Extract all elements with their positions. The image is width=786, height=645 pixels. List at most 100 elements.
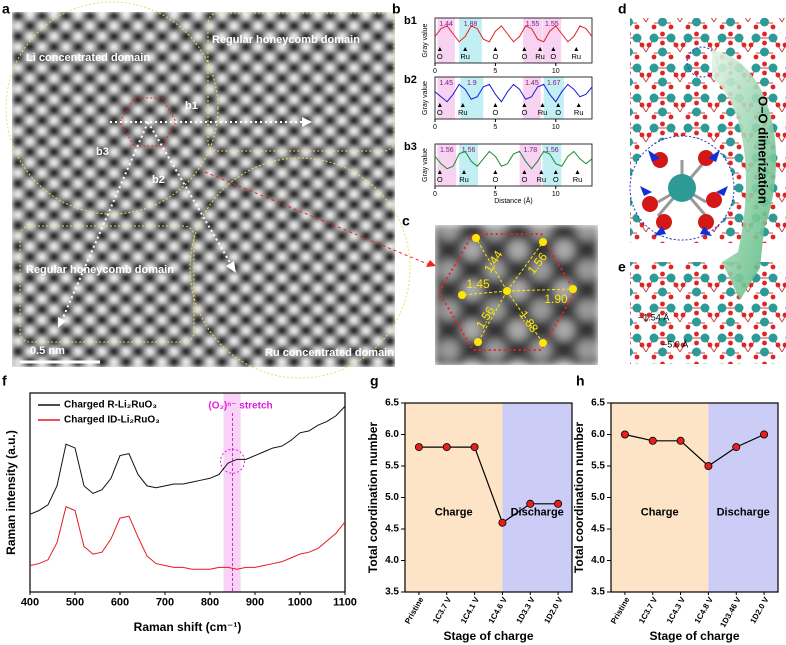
atom-label: Ru [572, 52, 582, 61]
band-label: 1.55 [545, 21, 559, 28]
x-axis-label: Raman shift (cm⁻¹) [134, 620, 242, 634]
annotation: (O₂)ⁿ⁻ stretch [208, 401, 272, 412]
band-label: 1.9 [467, 80, 477, 87]
stem-image [12, 12, 395, 367]
y-tick-label: 4.0 [385, 555, 399, 566]
series-line [418, 446, 559, 524]
atom-marker [493, 103, 498, 107]
x-tick-label: 1C4.3 V [665, 595, 688, 625]
band [523, 18, 542, 63]
y-tick-label: 6.0 [591, 429, 605, 440]
y-axis-label: Gray value [422, 81, 429, 115]
panel-label: c [402, 213, 410, 229]
y-tick-label: 6.5 [385, 398, 399, 409]
domain-outline [5, 1, 219, 215]
x-tick-label: 10 [552, 191, 560, 198]
y-tick-label: 3.5 [385, 587, 399, 598]
x-tick-label: 900 [246, 597, 264, 609]
y-tick-label: 5.0 [591, 492, 605, 503]
atom-marker [522, 103, 527, 107]
x-tick-label: 800 [201, 597, 219, 609]
band [519, 144, 542, 186]
series-line [29, 506, 346, 570]
series-line [624, 433, 765, 467]
crystal-structure [630, 262, 786, 364]
x-tick-label: 0 [433, 68, 437, 75]
subtitle: b1 [404, 15, 417, 27]
atom-marker [437, 103, 442, 107]
y-axis-label: Raman intensity (a.u.) [4, 430, 18, 555]
marker [760, 430, 769, 439]
atom-label: O [437, 175, 443, 184]
atom-label: O [521, 108, 527, 117]
subtitle: b2 [404, 74, 417, 86]
inset-ruthenium [668, 174, 696, 202]
domain-outline [189, 157, 411, 379]
marker [442, 443, 451, 452]
y-tick-label: 5.5 [385, 461, 399, 472]
atom-label: O [550, 52, 556, 61]
x-tick-label: 600 [111, 597, 129, 609]
x-tick-label: 5 [493, 68, 497, 75]
band [437, 144, 457, 186]
region [405, 403, 503, 592]
direction-label: b1 [185, 100, 198, 112]
y-tick-label: 4.5 [591, 524, 605, 535]
band [459, 18, 482, 63]
scale-label: 0.5 nm [30, 345, 65, 357]
atom-marker [556, 103, 561, 107]
region [708, 403, 778, 592]
band [437, 77, 455, 119]
zoom-arrow [426, 260, 436, 267]
atom-label: O [437, 52, 443, 61]
atom-label: O [437, 108, 443, 117]
band-label: 1.44 [439, 21, 453, 28]
atom-marker [522, 170, 527, 174]
panel-label: e [618, 259, 626, 275]
x-tick-label: 1D3.46 V [718, 595, 743, 629]
band [542, 144, 562, 186]
distance-label: ~1.54 Å [638, 312, 669, 322]
x-tick-label: 700 [156, 597, 174, 609]
marker [414, 443, 423, 452]
atom-label: O [492, 52, 498, 61]
region-label: Charge [641, 507, 679, 519]
x-tick-label: 1C4.8 V [693, 595, 716, 625]
region [502, 403, 572, 592]
y-axis-label: Gray value [422, 23, 429, 57]
x-tick-label: 400 [21, 597, 39, 609]
series-line [434, 25, 593, 43]
panel-label: b [392, 1, 401, 17]
atom-label: Ru [536, 175, 546, 184]
atom-marker [463, 47, 468, 51]
distance-label: 1.45 [466, 277, 490, 291]
domain-label: Li concentrated domain [26, 52, 150, 64]
annotation-circle [220, 448, 245, 474]
atom-marker [460, 103, 465, 107]
atom-label: Ru [459, 175, 469, 184]
panel-label: f [2, 373, 7, 389]
y-axis-label: Total coordination number [366, 422, 380, 573]
x-tick-label: 5 [493, 124, 497, 131]
y-axis-label: Gray value [422, 148, 429, 182]
atom-label: O [521, 175, 527, 184]
legend-label: Charged R-Li₂RuO₃ [64, 400, 157, 411]
atom-marker [437, 170, 442, 174]
plot-frame [29, 392, 346, 593]
band-label: 1.55 [526, 21, 540, 28]
band-label: 1.56 [545, 147, 559, 154]
x-tick-label: 1C4.1 V [459, 595, 482, 625]
panel-label: h [576, 373, 585, 389]
atom-label: Ru [574, 108, 584, 117]
band-label: 1.56 [440, 147, 454, 154]
marker [554, 499, 563, 508]
x-tick-label: 1000 [288, 597, 312, 609]
distance-label: 1.90 [544, 292, 568, 306]
atom-marker [553, 170, 558, 174]
x-tick-label: 1C4.6 V [487, 595, 510, 625]
marker [676, 436, 685, 445]
x-axis-label: Distance (Å) [494, 196, 533, 205]
inset-oxygen [642, 150, 722, 230]
atom-label: O [492, 175, 498, 184]
atom-label: O [521, 52, 527, 61]
